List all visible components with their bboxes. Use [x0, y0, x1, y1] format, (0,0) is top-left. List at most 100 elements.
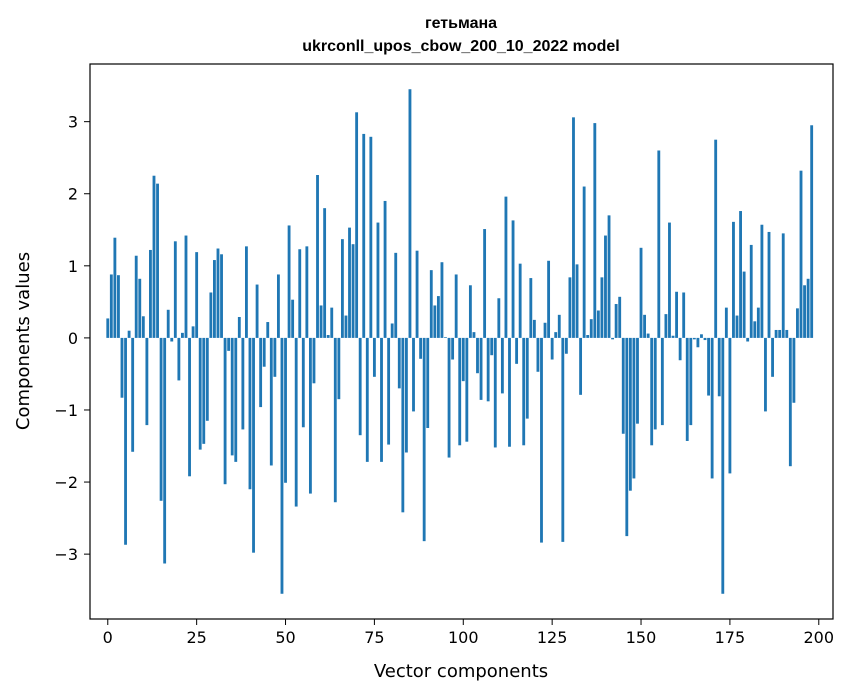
- bar-116: [518, 263, 522, 338]
- bar-19: [173, 241, 177, 338]
- bar-15: [159, 337, 163, 501]
- x-axis-label: Vector components: [374, 661, 548, 682]
- bar-28: [205, 337, 209, 421]
- bar-35: [230, 337, 234, 456]
- bar-185: [764, 337, 767, 412]
- bar-21: [181, 332, 184, 338]
- bar-54: [298, 249, 302, 338]
- bar-107: [486, 337, 490, 402]
- bar-174: [724, 307, 728, 338]
- bar-162: [682, 292, 686, 338]
- bar-104: [476, 337, 479, 374]
- bar-74: [369, 136, 373, 338]
- bar-157: [664, 314, 668, 338]
- bar-29: [209, 292, 213, 338]
- bar-87: [415, 250, 419, 338]
- bar-181: [749, 244, 753, 338]
- bar-77: [380, 337, 383, 462]
- bar-23: [188, 337, 191, 477]
- bar-163: [685, 337, 689, 441]
- bar-37: [237, 316, 241, 338]
- bar-98: [454, 274, 458, 338]
- bar-97: [451, 337, 455, 360]
- bar-197: [806, 278, 810, 338]
- bar-1: [109, 274, 113, 338]
- x-tick-label: 25: [186, 628, 206, 647]
- bar-93: [436, 296, 440, 338]
- bar-178: [739, 211, 742, 338]
- bar-114: [511, 220, 515, 338]
- bar-192: [788, 337, 792, 467]
- bar-0: [106, 318, 110, 338]
- bar-168: [703, 337, 707, 341]
- bar-45: [266, 322, 270, 338]
- bar-50: [284, 337, 287, 483]
- bar-91: [429, 270, 433, 338]
- bar-128: [561, 337, 565, 542]
- bar-2: [113, 237, 117, 338]
- bar-100: [461, 337, 465, 382]
- bar-198: [810, 125, 814, 338]
- plot-frame: [89, 63, 834, 620]
- bar-57: [308, 337, 312, 494]
- bar-58: [312, 337, 316, 384]
- bar-7: [131, 337, 135, 452]
- x-tick-label: 200: [804, 628, 835, 647]
- bar-171: [714, 139, 718, 338]
- bar-47: [273, 337, 277, 377]
- bar-177: [735, 315, 739, 338]
- bar-44: [262, 337, 266, 367]
- bar-122: [540, 337, 543, 543]
- bar-102: [468, 285, 472, 338]
- bar-125: [550, 337, 554, 360]
- bar-94: [440, 262, 444, 338]
- bar-108: [490, 337, 494, 356]
- bar-26: [198, 337, 202, 450]
- bar-78: [383, 200, 387, 338]
- y-axis-ticks: −3 −2 −1 0 1 2 3: [54, 113, 90, 564]
- bar-76: [376, 222, 380, 338]
- bar-145: [621, 337, 625, 434]
- bar-169: [707, 337, 710, 396]
- bar-42: [255, 284, 259, 338]
- x-tick-label: 150: [626, 628, 657, 647]
- bar-121: [536, 337, 540, 372]
- bar-140: [604, 235, 607, 338]
- bar-56: [305, 246, 309, 338]
- bar-196: [803, 285, 806, 338]
- bar-144: [618, 296, 622, 338]
- bar-118: [525, 337, 529, 419]
- bar-170: [710, 337, 714, 479]
- bar-160: [675, 291, 679, 338]
- bar-195: [799, 170, 803, 338]
- bar-172: [717, 337, 721, 397]
- bar-12: [149, 249, 152, 338]
- bar-49: [280, 337, 284, 594]
- bar-22: [184, 235, 188, 338]
- bar-38: [241, 337, 245, 430]
- y-tick-label: −1: [54, 401, 78, 420]
- bar-96: [447, 337, 451, 458]
- y-tick-label: 3: [68, 113, 78, 132]
- bar-115: [515, 337, 519, 364]
- bars-group: [106, 89, 814, 594]
- bar-152: [646, 333, 650, 338]
- bar-143: [614, 304, 618, 338]
- bar-173: [721, 337, 725, 594]
- bar-24: [191, 326, 195, 338]
- bar-52: [291, 299, 295, 338]
- bar-186: [767, 231, 771, 338]
- bar-188: [774, 329, 778, 338]
- bar-11: [145, 337, 149, 426]
- bar-89: [422, 337, 426, 542]
- bar-127: [557, 314, 561, 338]
- bar-113: [508, 337, 511, 447]
- bar-101: [465, 337, 469, 442]
- bar-105: [479, 337, 483, 400]
- bar-79: [387, 337, 391, 445]
- bar-31: [216, 248, 220, 338]
- bar-154: [653, 337, 657, 430]
- bar-32: [220, 254, 223, 338]
- bar-193: [792, 337, 796, 403]
